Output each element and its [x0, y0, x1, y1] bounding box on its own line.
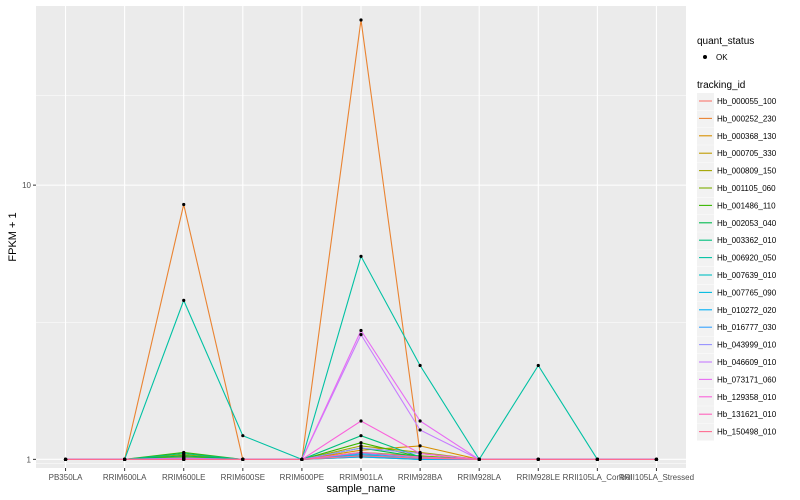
legend-label: Hb_003362_010	[717, 236, 777, 245]
x-tick-label: RRIM928LE	[516, 473, 560, 482]
data-point	[595, 457, 599, 461]
x-tick-label: RRII105LA_Control	[563, 473, 633, 482]
y-axis-title: FPKM + 1	[7, 212, 19, 261]
legend-label: Hb_000368_130	[717, 132, 777, 141]
legend-title-quant-status: quant_status	[697, 36, 754, 47]
data-point	[359, 419, 363, 423]
legend-label: Hb_131621_010	[717, 410, 777, 419]
data-point	[418, 428, 422, 432]
legend-label: Hb_010272_020	[717, 306, 777, 315]
legend-label: OK	[716, 53, 728, 62]
x-tick-label: RRIM928LA	[457, 473, 501, 482]
legend-label: Hb_002053_040	[717, 219, 777, 228]
x-tick-label: RRIM600LE	[162, 473, 206, 482]
data-point	[359, 328, 363, 333]
data-point	[654, 457, 659, 461]
data-points	[63, 18, 659, 461]
legend-tracking-id-items: Hb_000055_100 Hb_000252_230 Hb_000368_130 H…	[697, 93, 777, 441]
x-tick-label: PB350LA	[49, 473, 83, 482]
data-point	[241, 434, 245, 438]
data-point	[418, 451, 422, 456]
data-point	[123, 457, 127, 461]
data-point	[182, 202, 186, 207]
legend: quant_status OK tracking_id Hb_000055_10…	[697, 36, 777, 441]
x-tick-label: RRIM901LA	[339, 473, 383, 482]
x-tick-label: RRII105LA_Stressed	[619, 473, 694, 482]
data-point	[359, 441, 363, 445]
data-point	[300, 457, 304, 461]
x-axis: PB350LA RRIM600LA RRIM600LE RRIM600SE RRIM60…	[49, 468, 694, 482]
legend-label: Hb_073171_060	[717, 375, 777, 384]
data-point	[359, 18, 363, 22]
data-point	[359, 454, 363, 458]
legend-title-tracking-id: tracking_id	[697, 80, 745, 91]
legend-label: Hb_006920_050	[717, 254, 777, 263]
data-point	[359, 450, 363, 455]
data-point	[418, 419, 422, 423]
legend-label: Hb_046609_010	[717, 358, 777, 367]
data-point	[182, 298, 186, 302]
legend-label: Hb_016777_030	[717, 323, 777, 332]
data-point	[359, 333, 363, 337]
legend-label: Hb_001486_110	[717, 201, 776, 210]
data-point	[359, 434, 363, 438]
x-tick-label: RRIM600PE	[280, 473, 324, 482]
legend-label: Hb_000809_150	[717, 167, 777, 176]
legend-label: Hb_043999_010	[717, 341, 777, 350]
legend-label: Hb_007765_090	[717, 288, 777, 297]
y-tick-label: 1	[27, 455, 32, 464]
x-axis-title: sample_name	[326, 483, 395, 495]
data-point	[536, 363, 540, 368]
x-tick-label: RRIM928BA	[398, 473, 443, 482]
grid-lines	[36, 6, 686, 468]
legend-label: Hb_150498_010	[717, 428, 777, 437]
data-point	[359, 254, 363, 258]
legend-label: Hb_000055_100	[717, 97, 777, 106]
data-point	[477, 457, 481, 461]
data-point	[182, 457, 186, 461]
data-point	[241, 457, 245, 461]
legend-label: Hb_001105_060	[717, 184, 776, 193]
data-point	[418, 456, 422, 460]
y-tick-label: 10	[22, 181, 31, 190]
legend-quant-status-items: OK	[703, 53, 728, 62]
x-tick-label: RRIM600LA	[103, 473, 147, 482]
legend-label: Hb_000705_330	[717, 149, 777, 158]
legend-label: Hb_000252_230	[717, 114, 777, 123]
data-point	[418, 444, 422, 448]
data-point	[359, 446, 363, 450]
data-point	[182, 451, 186, 456]
legend-label: Hb_007639_010	[717, 271, 777, 280]
y-axis: 1 10	[22, 181, 36, 464]
data-point	[63, 457, 68, 461]
legend-key-point	[703, 55, 707, 59]
legend-label: Hb_129358_010	[717, 393, 777, 402]
data-point	[418, 363, 422, 368]
data-point	[182, 454, 186, 458]
data-point	[536, 457, 540, 461]
x-tick-label: RRIM600SE	[221, 473, 265, 482]
